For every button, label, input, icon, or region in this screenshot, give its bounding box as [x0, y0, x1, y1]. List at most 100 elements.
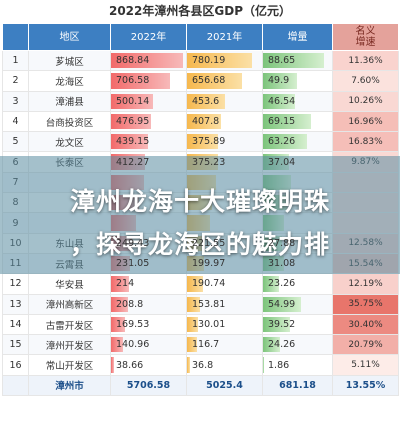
- growth-cell: 5.11%: [332, 354, 399, 376]
- increase-cell-bar: [263, 337, 280, 353]
- gdp2021-cell-value: 190.74: [192, 278, 226, 290]
- increase-cell: 88.65: [262, 49, 333, 72]
- gdp2021-cell: 116.7: [186, 334, 263, 356]
- region-cell: 台商投资区: [28, 110, 111, 133]
- increase-cell: 54.99: [262, 293, 333, 315]
- gdp2022-cell-value: [112, 197, 117, 208]
- gdp2022-cell-value: [112, 177, 117, 188]
- increase-cell: 46.54: [262, 90, 333, 112]
- growth-cell: 16.83%: [332, 131, 399, 153]
- growth-cell: 10.26%: [332, 90, 399, 112]
- increase-cell-bar: [263, 134, 307, 150]
- increase-cell-value: 69.15: [268, 116, 296, 128]
- gdp2022-cell-bar: [111, 276, 129, 292]
- gdp2022-cell: 169.53: [110, 313, 187, 336]
- increase-cell: 63.26: [262, 131, 333, 153]
- increase-cell: 24.26: [262, 334, 333, 356]
- increase-cell-value: 54.99: [268, 298, 296, 310]
- gdp2022-cell: 38.66: [110, 354, 187, 376]
- overlay-headline-line1: 漳州龙海十大璀璨明珠: [69, 187, 330, 216]
- gdp2022-cell-value: 706.58: [116, 75, 150, 87]
- rank-cell: 3: [2, 90, 29, 112]
- overlay-headline-line2: ，探寻龙海区的魅力排: [69, 230, 330, 259]
- increase-cell-bar: [263, 296, 301, 312]
- region-cell: 漳浦县: [28, 90, 111, 112]
- total-gdp2021-cell: 5025.4: [186, 374, 263, 397]
- increase-cell-value: 63.26: [268, 136, 296, 148]
- gdp2022-cell-value: 140.96: [116, 339, 150, 351]
- gdp2021-cell-bar: [187, 276, 203, 292]
- gdp2022-cell-value: 868.84: [116, 55, 150, 67]
- gdp2021-cell: 780.19: [186, 49, 263, 72]
- table-row: 2 龙海区 706.58 656.68 49.9 7.60%: [2, 70, 399, 92]
- increase-cell-bar: [263, 316, 291, 333]
- gdp2021-cell: 190.74: [186, 273, 263, 295]
- increase-cell-value: 24.26: [268, 339, 296, 351]
- gdp2021-cell-bar: [187, 357, 191, 373]
- table-row: 5 龙文区 439.15 375.89 63.26 16.83%: [2, 131, 399, 153]
- gdp2022-cell-value: 169.53: [116, 319, 150, 330]
- gdp2022-cell-bar: [111, 53, 184, 69]
- gdp2021-cell-bar: [187, 316, 198, 333]
- gdp2021-cell-bar: [187, 73, 242, 89]
- total-growth-cell: 13.55%: [332, 374, 399, 397]
- gdp2021-cell: 375.89: [186, 131, 263, 153]
- gdp2021-cell-value: 153.81: [192, 298, 226, 310]
- rank-cell: 1: [2, 49, 29, 72]
- gdp2022-cell-value: [112, 218, 117, 229]
- header-region: 地区: [28, 23, 111, 51]
- increase-cell-value: [264, 177, 269, 188]
- table-total-row: 漳州市 5706.58 5025.4 681.18 13.55%: [2, 374, 399, 397]
- table-row: 3 漳浦县 500.14 453.6 46.54 10.26%: [2, 90, 399, 112]
- total-region-cell: 漳州市: [28, 374, 111, 397]
- table-row: 13 漳州高新区 208.8 153.81 54.99 35.75%: [2, 293, 399, 315]
- gdp2022-cell-value: 208.8: [116, 298, 144, 310]
- increase-cell-bar: [263, 113, 311, 130]
- gdp2022-cell: 868.84: [110, 49, 187, 72]
- increase-cell: 1.86: [262, 354, 333, 376]
- gdp2021-cell-value: 375.23: [192, 156, 226, 168]
- rank-cell: 15: [2, 334, 29, 356]
- gdp2022-cell-value: 214: [116, 278, 135, 290]
- gdp2021-cell-bar: [187, 93, 225, 109]
- region-cell: 常山开发区: [28, 354, 111, 376]
- increase-cell-value: 88.65: [268, 55, 296, 67]
- table-row: 15 漳州开发区 140.96 116.7 24.26 20.79%: [2, 334, 399, 356]
- gdp2021-cell: 36.8: [186, 354, 263, 376]
- gdp2022-cell: 214: [110, 273, 187, 295]
- header-growth-line1: 名义: [355, 26, 376, 37]
- gdp2021-cell-value: 453.6: [192, 95, 220, 107]
- gdp2022-cell-value: 412.27: [116, 156, 150, 168]
- increase-cell-bar: [263, 276, 280, 292]
- gdp2022-cell: 476.95: [110, 110, 187, 133]
- total-increase-cell: 681.18: [262, 374, 333, 397]
- table-row: 12 华安县 214 190.74 23.26 12.19%: [2, 273, 399, 295]
- title-overlay-banner: [0, 156, 400, 274]
- gdp2022-cell: 140.96: [110, 334, 187, 356]
- gdp2021-cell-value: 116.7: [192, 339, 220, 351]
- gdp2021-cell-value: 221.55: [192, 237, 226, 249]
- increase-cell-value: 37.04: [268, 156, 296, 168]
- gdp2021-cell-value: 375.89: [192, 136, 226, 148]
- gdp2021-cell-value: 780.19: [192, 55, 226, 67]
- table-row: 14 古雷开发区 169.53 130.01 39.52 30.40%: [2, 313, 399, 336]
- growth-cell: 20.79%: [332, 334, 399, 356]
- gdp2021-cell-bar: [187, 296, 200, 312]
- gdp2022-cell-value: 439.15: [116, 136, 150, 148]
- rank-cell: 4: [2, 110, 29, 133]
- increase-cell-value: 49.9: [268, 75, 290, 87]
- gdp2022-cell-bar: [111, 113, 151, 130]
- gdp2022-cell-value: 231.05: [116, 258, 150, 270]
- gdp2021-cell: 130.01: [186, 313, 263, 336]
- gdp2022-cell-value: 249.43: [116, 237, 150, 249]
- increase-cell-value: [264, 197, 269, 208]
- gdp2021-cell: 153.81: [186, 293, 263, 315]
- increase-cell: 39.52: [262, 313, 333, 336]
- gdp2022-cell-value: 476.95: [116, 116, 150, 128]
- rank-cell: 14: [2, 313, 29, 336]
- gdp2021-cell-value: [188, 197, 193, 208]
- gdp2021-cell-bar: [187, 53, 253, 69]
- gdp2022-cell-bar: [111, 357, 115, 373]
- growth-cell: 30.40%: [332, 313, 399, 336]
- gdp2022-cell-bar: [111, 296, 129, 312]
